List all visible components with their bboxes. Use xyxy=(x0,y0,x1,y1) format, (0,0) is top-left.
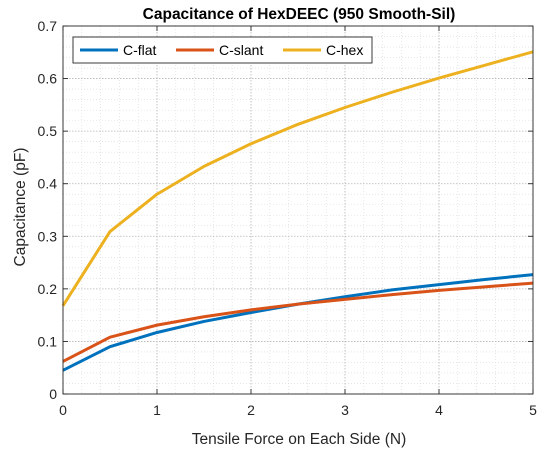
x-tick-labels: 0 1 2 3 4 5 xyxy=(59,402,537,418)
legend-label-c-hex: C-hex xyxy=(326,42,363,58)
series-line-c-slant xyxy=(62,281,534,363)
legend-label-c-flat: C-flat xyxy=(123,42,157,58)
y-axis-label: Capacitance (pF) xyxy=(12,148,29,267)
y-tick-label: 0.6 xyxy=(38,71,58,87)
minor-grid xyxy=(63,26,533,394)
series-line-c-hex xyxy=(61,50,534,307)
y-tick-label: 0.4 xyxy=(38,176,58,192)
x-tick-label: 0 xyxy=(59,402,67,418)
x-tick-label: 5 xyxy=(529,402,537,418)
tick-marks xyxy=(62,25,534,395)
x-tick-label: 1 xyxy=(153,402,161,418)
axes-box xyxy=(62,25,534,395)
y-tick-label: 0.7 xyxy=(38,18,58,34)
x-tick-label: 3 xyxy=(341,402,349,418)
legend-label-c-slant: C-slant xyxy=(219,42,263,58)
y-tick-label: 0.5 xyxy=(38,123,58,139)
chart-title: Capacitance of HexDEEC (950 Smooth-Sil) xyxy=(143,6,456,23)
y-tick-label: 0.2 xyxy=(38,281,58,297)
x-tick-label: 2 xyxy=(247,402,255,418)
y-tick-label: 0.1 xyxy=(38,333,58,349)
plot-area xyxy=(61,25,534,395)
legend-box xyxy=(72,36,373,64)
x-tick-label: 4 xyxy=(435,402,443,418)
axes-background xyxy=(63,26,533,394)
y-tick-label: 0 xyxy=(49,386,57,402)
legend: C-flat C-slant C-hex xyxy=(72,36,373,64)
x-axis-label: Tensile Force on Each Side (N) xyxy=(192,431,407,448)
y-tick-label: 0.3 xyxy=(38,228,58,244)
series-layer xyxy=(61,50,534,372)
y-tick-labels: 0 0.1 0.2 0.3 0.4 0.5 0.6 0.7 xyxy=(38,18,58,402)
